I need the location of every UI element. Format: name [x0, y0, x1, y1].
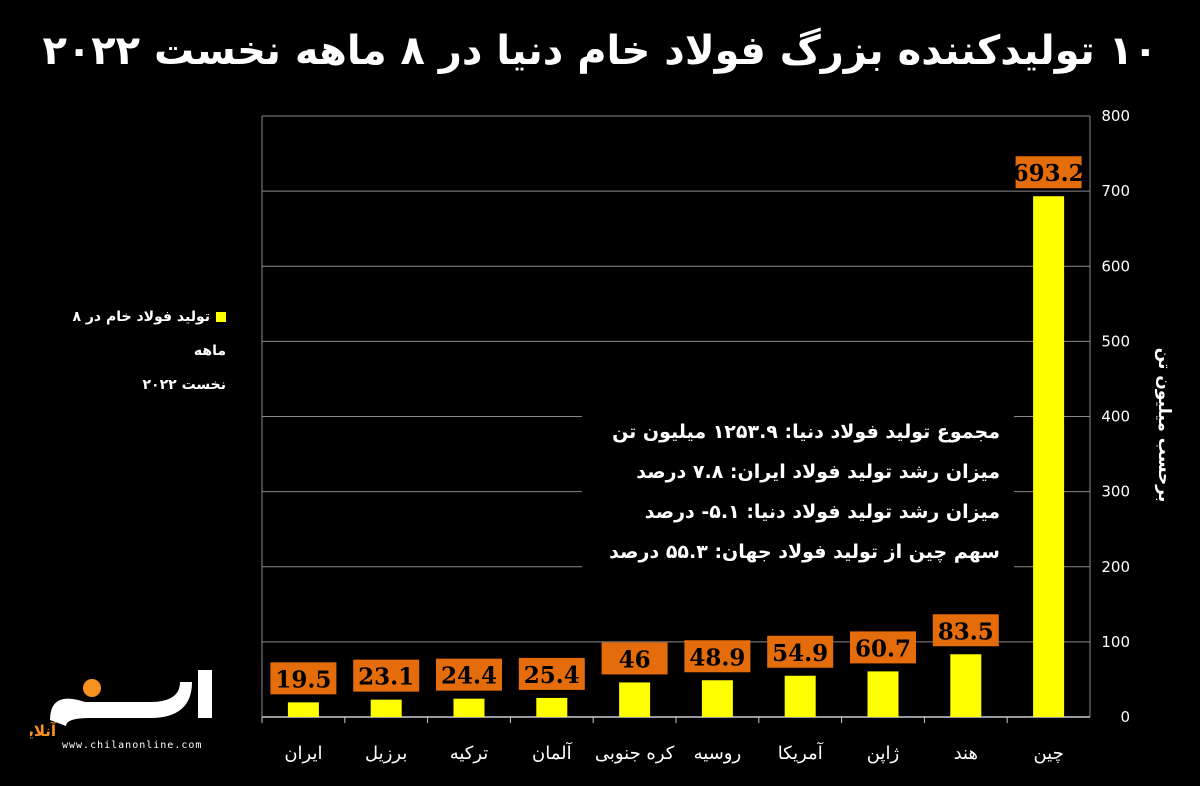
bar: [784, 675, 816, 717]
data-label: 54.9: [772, 640, 828, 667]
y-axis-ticks: 0 100 200 300 400 500 600 700 800: [1101, 107, 1130, 726]
data-label-box: [684, 640, 751, 673]
y-tick-label: 500: [1101, 332, 1130, 350]
data-label: 24.4: [441, 663, 497, 690]
info-total: مجموع تولید فولاد دنیا: ۱۲۵۳.۹ میلیون تن: [612, 421, 1000, 443]
data-label-box: [518, 657, 585, 690]
data-label: 83.5: [938, 618, 994, 645]
data-label: 60.7: [855, 635, 911, 662]
bars: [287, 196, 1065, 717]
data-label: 23.1: [358, 664, 414, 691]
y-axis-label: برحسب میلیون تن: [1154, 347, 1174, 503]
data-label-box: [436, 658, 502, 691]
bar: [950, 654, 982, 717]
data-label-box: [850, 631, 916, 664]
legend: تولید فولاد خام در ۸ ماهه نخست ۲۰۲۲: [36, 300, 226, 402]
category-label: چین: [1033, 743, 1063, 764]
logo-dot-icon: [83, 679, 101, 697]
info-world-growth: میزان رشد تولید فولاد دنیا: ۵.۱- درصد: [644, 501, 1000, 523]
bar: [370, 699, 402, 717]
category-label: آمریکا: [778, 741, 824, 764]
y-tick-label: 700: [1101, 182, 1130, 200]
data-label: 25.4: [524, 662, 580, 689]
data-labels: 19.5 23.1 24.4 25.4 46 48.9 54.9 60.7 83.5 693.2: [270, 156, 1085, 695]
legend-swatch: [216, 312, 226, 322]
y-tick-label: 0: [1120, 708, 1130, 726]
data-label: 46: [619, 646, 651, 673]
legend-line-2: نخست ۲۰۲۲: [142, 377, 226, 393]
category-label: کره جنوبی: [595, 743, 675, 764]
category-label: برزیل: [365, 743, 407, 764]
y-tick-label: 800: [1101, 107, 1130, 125]
site-url: www.chilanonline.com: [62, 740, 203, 751]
info-iran-growth: میزان رشد تولید فولاد ایران: ۷.۸ درصد: [636, 461, 1000, 483]
chilan-logo: آنلاین: [30, 670, 212, 740]
bar: [619, 682, 651, 717]
bar: [453, 698, 485, 717]
category-label: روسیه: [694, 743, 742, 764]
y-tick-label: 200: [1101, 558, 1130, 576]
data-label-box: [270, 662, 337, 695]
data-label: 48.9: [689, 644, 745, 671]
category-label: هند: [954, 743, 978, 764]
logo-bar-icon: [198, 670, 212, 718]
legend-line-1: تولید فولاد خام در ۸ ماهه: [72, 309, 226, 359]
legend-entry: تولید فولاد خام در ۸ ماهه: [36, 300, 226, 368]
data-label-box: [353, 659, 420, 692]
bar: [701, 680, 733, 717]
data-label-box: [767, 635, 834, 668]
bar: [287, 702, 319, 717]
data-label-box: [932, 614, 999, 647]
y-tick-label: 400: [1101, 408, 1130, 426]
bar: [1033, 196, 1065, 717]
logo-mark-icon: [50, 682, 192, 726]
bar: [536, 697, 568, 717]
chart-title: ۱۰ تولیدکننده بزرگ فولاد خام دنیا در ۸ م…: [42, 28, 1158, 74]
info-box: مجموع تولید فولاد دنیا: ۱۲۵۳.۹ میلیون تن…: [582, 403, 1014, 575]
y-tick-label: 600: [1101, 257, 1130, 275]
category-label: ایران: [284, 743, 322, 764]
category-label: آلمان: [532, 741, 573, 764]
y-tick-label: 300: [1101, 483, 1130, 501]
data-label-box: [1015, 156, 1082, 189]
bar: [867, 671, 899, 717]
category-label: ژاپن: [867, 743, 899, 764]
y-tick-label: 100: [1101, 633, 1130, 651]
data-label-box: [601, 642, 668, 675]
category-label: ترکیه: [450, 743, 489, 764]
logo-subtext: آنلاین: [30, 722, 57, 740]
info-china-share: سهم چین از تولید فولاد جهان: ۵۵.۳ درصد: [609, 541, 1000, 563]
data-label: 693.2: [1013, 160, 1085, 187]
data-label: 19.5: [275, 666, 331, 693]
category-labels: ایران برزیل ترکیه آلمان کره جنوبی روسیه آمریکا…: [284, 741, 1063, 764]
